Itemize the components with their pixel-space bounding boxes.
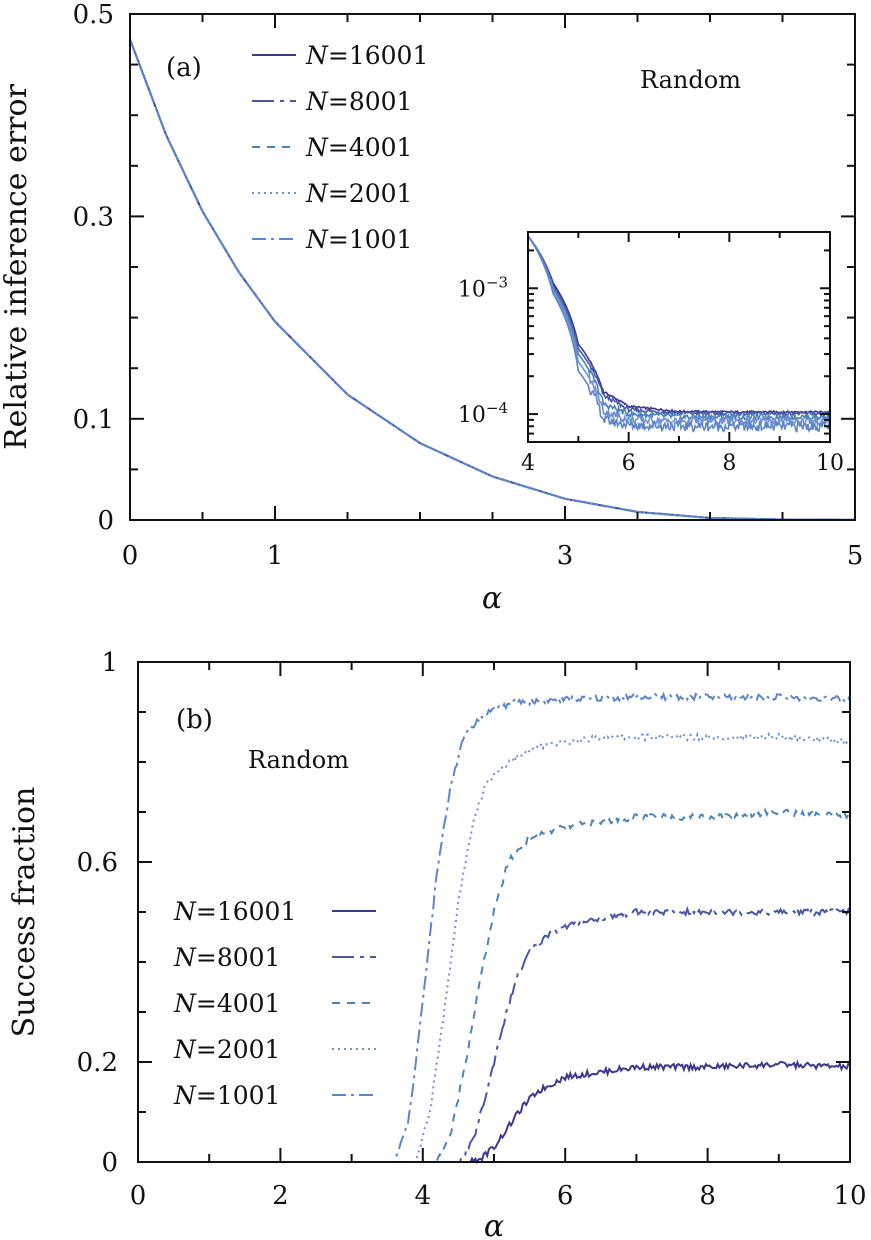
panel-a-xtick-label: 3 — [557, 541, 574, 571]
inset-tick-labels: 4 6 8 10 10−3 10−4 — [458, 273, 844, 476]
panel-b-xtick-label: 6 — [557, 1181, 574, 1211]
panel-b-legend-label: N=4001 — [173, 989, 280, 1018]
panel-a-legend-label: N=4001 — [305, 133, 412, 162]
panel-a-legend-label: N=1001 — [305, 225, 412, 254]
panel-a-chart: 0 1 3 5 0 0.1 0.3 0.5 (a) Random α Relative inf… — [0, 0, 863, 616]
panel-a-legend-label: N=16001 — [305, 41, 428, 70]
panel-a-series-1001 — [129, 38, 855, 521]
panel-b-xtick-label: 4 — [415, 1181, 432, 1211]
inset-series-1001 — [527, 235, 831, 434]
panel-b-series-4001 — [138, 807, 851, 1163]
panel-a-ytick-label: 0.1 — [73, 405, 114, 435]
panel-b-xlabel: α — [484, 1209, 504, 1240]
panel-b-label: (b) — [176, 705, 213, 735]
panel-a-series-group — [129, 38, 855, 521]
panel-a-annotation: Random — [640, 66, 741, 94]
panel-b-series-2001 — [138, 731, 851, 1163]
panel-b-legend-label: N=8001 — [173, 943, 280, 972]
inset-xtick-label: 10 — [816, 451, 844, 476]
inset-series-2001 — [527, 235, 831, 428]
panel-b-ytick-label: 0.2 — [77, 1048, 118, 1078]
panel-a-legend: N=16001 N=8001 N=4001 N=2001 N=1001 — [252, 41, 428, 254]
panel-b-legend-label: N=2001 — [173, 1035, 280, 1064]
panel-b-legend: N=16001 N=8001 N=4001 N=2001 N=1001 — [173, 897, 376, 1110]
panel-a-tick-labels: 0 1 3 5 0 0.1 0.3 0.5 — [73, 0, 864, 571]
panel-b-chart: 0 2 4 6 8 10 0 0.2 0.6 1 (b) Random α Success fra… — [7, 648, 867, 1240]
panel-a-xtick-label: 0 — [122, 541, 139, 571]
panel-b-xtick-label: 2 — [272, 1181, 289, 1211]
inset-series-8001 — [527, 235, 831, 419]
panel-b-legend-label: N=1001 — [173, 1081, 280, 1110]
panel-b-ticks — [137, 661, 851, 1163]
panel-b-tick-labels: 0 2 4 6 8 10 0 0.2 0.6 1 — [77, 648, 867, 1211]
panel-b-ytick-label: 1 — [101, 648, 118, 678]
panel-b-series-16001 — [138, 1059, 851, 1165]
panel-b-ylabel: Success fraction — [7, 787, 42, 1038]
panel-b-xtick-label: 0 — [130, 1181, 147, 1211]
inset-series-group — [527, 235, 831, 434]
panel-a-legend-label: N=8001 — [305, 87, 412, 116]
panel-a-inset: 4 6 8 10 10−3 10−4 — [458, 231, 844, 476]
panel-a-ytick-label: 0.5 — [73, 0, 114, 30]
inset-ytick-label: 10−4 — [458, 399, 508, 428]
inset-series-4001 — [527, 235, 831, 423]
inset-background — [528, 232, 830, 442]
panel-b-xtick-label: 10 — [833, 1181, 866, 1211]
panel-a-xtick-label: 5 — [847, 541, 864, 571]
inset-ytick-label: 10−3 — [458, 273, 508, 302]
inset-xtick-label: 6 — [622, 451, 636, 476]
inset-series-16001 — [527, 235, 831, 415]
inset-xtick-label: 8 — [722, 451, 736, 476]
inset-ticks — [527, 232, 831, 443]
panel-a-xlabel: α — [482, 581, 502, 616]
panel-b-annotation: Random — [248, 746, 349, 774]
panel-b-ytick-label: 0 — [101, 1148, 118, 1178]
panel-a-ytick-label: 0 — [97, 506, 114, 536]
panel-a-legend-label: N=2001 — [305, 179, 412, 208]
panel-a-xtick-label: 1 — [267, 541, 284, 571]
panel-a-ylabel: Relative inference error — [0, 83, 34, 449]
inset-xtick-label: 4 — [521, 451, 535, 476]
panel-a-ticks — [129, 13, 856, 521]
panel-b-ytick-label: 0.6 — [77, 848, 118, 878]
panel-a-label: (a) — [166, 53, 202, 83]
panel-b-xtick-label: 8 — [699, 1181, 716, 1211]
panel-a-ytick-label: 0.3 — [73, 202, 114, 232]
panel-b-legend-label: N=16001 — [173, 897, 296, 926]
